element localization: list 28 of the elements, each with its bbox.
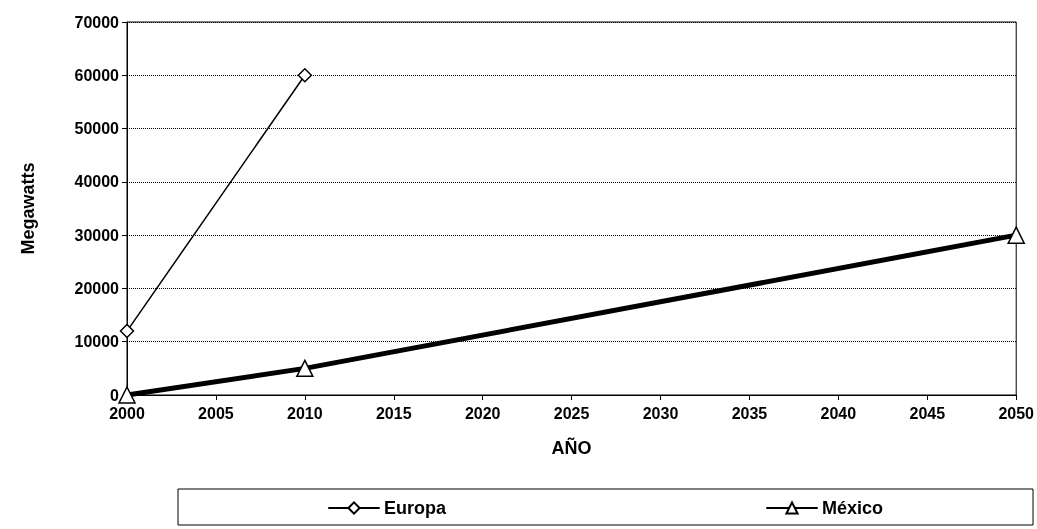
x-tick-label: 2010 — [287, 404, 323, 422]
y-axis-title: Megawatts — [18, 162, 38, 255]
x-tick-label: 2050 — [998, 404, 1035, 422]
y-tick-label: 30000 — [74, 226, 120, 244]
point — [297, 68, 313, 83]
x-tick-label: 2000 — [109, 404, 145, 422]
point — [119, 323, 135, 339]
x-tick-label: 2005 — [198, 404, 234, 422]
x-tick-label: 2035 — [731, 404, 768, 422]
y-tick-label: 50000 — [74, 120, 120, 138]
legend-label: Europa — [384, 498, 447, 518]
legend-label: México — [822, 498, 884, 518]
x-tick-label: 2025 — [553, 404, 590, 422]
y-tick-label: 60000 — [74, 66, 120, 84]
point — [118, 386, 136, 404]
x-axis-title: AÑO — [551, 437, 592, 458]
y-tick-label: 70000 — [74, 13, 120, 31]
x-tick-label: 2015 — [375, 404, 412, 422]
x-tick-label: 2020 — [464, 404, 501, 422]
point — [1007, 226, 1025, 244]
x-tick-label: 2040 — [820, 404, 857, 422]
x-tick-label: 2030 — [642, 404, 679, 422]
y-tick-label: 0 — [110, 386, 120, 404]
y-tick-label: 40000 — [74, 173, 120, 191]
y-tick-label: 10000 — [74, 333, 120, 351]
y-tick-label: 20000 — [74, 279, 120, 297]
x-tick-label: 2045 — [909, 404, 946, 422]
point — [296, 359, 314, 378]
